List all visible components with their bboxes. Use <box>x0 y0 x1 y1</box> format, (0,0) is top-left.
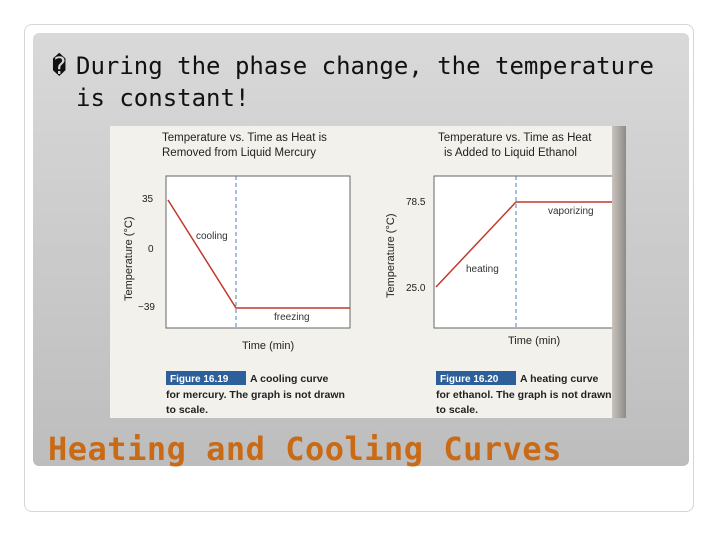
left-chart-ylabel: Temperature (°C) <box>123 217 135 301</box>
bullet-point: � During the phase change, the temperatur… <box>52 50 692 114</box>
left-chart-title-line-2: Removed from Liquid Mercury <box>162 147 316 159</box>
right-caption-line-2: for ethanol. The graph is not drawn <box>436 389 612 401</box>
right-caption-line-1: A heating curve <box>520 373 599 385</box>
left-caption-tag: Figure 16.19 <box>170 374 229 385</box>
right-chart-label-heating: heating <box>466 264 499 275</box>
phase-change-figures: Temperature vs. Time as Heat is Removed … <box>123 132 615 416</box>
bullet-line-2: is constant! <box>76 84 250 112</box>
left-caption-line-1: A cooling curve <box>250 373 329 385</box>
right-chart-xlabel: Time (min) <box>508 335 560 347</box>
right-caption-line-3: to scale. <box>436 404 478 416</box>
right-chart-label-vaporizing: vaporizing <box>548 206 594 217</box>
right-chart-heating-curve <box>435 201 614 288</box>
left-chart-xlabel: Time (min) <box>242 340 294 352</box>
left-chart-plot-area <box>165 175 351 329</box>
textbook-figure-image: Temperature vs. Time as Heat is Removed … <box>110 126 626 418</box>
right-chart-tick-25-0: 25.0 <box>406 283 426 294</box>
left-chart-cooling-curve <box>167 199 350 309</box>
right-chart-ylabel: Temperature (°C) <box>385 214 397 298</box>
left-caption-line-3: to scale. <box>166 404 208 416</box>
book-binding-shadow <box>612 126 626 418</box>
left-chart-label-cooling: cooling <box>196 231 228 242</box>
bullet-glyph-icon: � <box>52 52 67 80</box>
left-caption-tag-box <box>166 371 246 385</box>
right-caption-tag: Figure 16.20 <box>440 374 499 385</box>
left-chart-title-line-1: Temperature vs. Time as Heat is <box>162 132 327 144</box>
right-chart-title-line-2: is Added to Liquid Ethanol <box>444 147 577 159</box>
left-chart-tick-0: 0 <box>148 244 154 255</box>
bullet-line-1: During the phase change, the temperature <box>76 52 654 80</box>
left-chart-tick-35: 35 <box>142 194 154 205</box>
right-chart-plot-area <box>433 175 615 329</box>
right-chart-tick-78-5: 78.5 <box>406 197 426 208</box>
slide-title: Heating and Cooling Curves <box>48 430 562 468</box>
right-chart-title-line-1: Temperature vs. Time as Heat <box>438 132 592 144</box>
left-chart-label-freezing: freezing <box>274 312 310 323</box>
right-caption-tag-box <box>436 371 516 385</box>
left-caption-line-2: for mercury. The graph is not drawn <box>166 389 345 401</box>
left-chart-tick-neg39: −39 <box>138 302 155 313</box>
